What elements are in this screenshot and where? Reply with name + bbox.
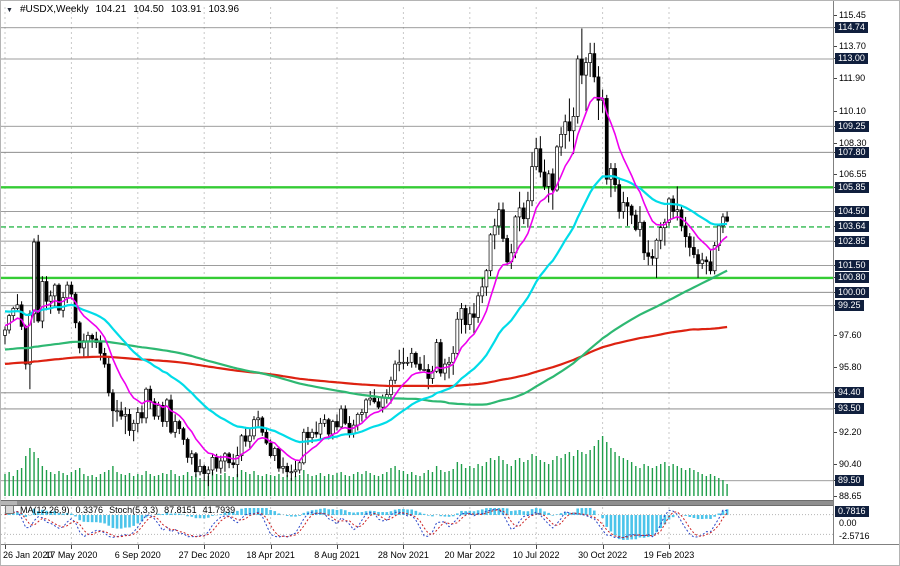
panel-splitter-grip[interactable] <box>1 501 17 505</box>
time-axis-tick <box>536 545 538 549</box>
price-axis[interactable]: 115.45 114.74 113.70 113.00 111.90 110.10 109.… <box>833 1 899 544</box>
time-axis-tick <box>204 545 206 549</box>
price-axis-label: 100.80 <box>835 272 869 283</box>
time-axis-label: 27 Dec 2020 <box>178 550 230 560</box>
time-axis[interactable]: 26 Jan 2020 17 May 2020 6 Sep 2020 27 Dec 2… <box>1 544 899 565</box>
price-axis-label: 97.60 <box>839 330 862 340</box>
price-axis-tick <box>834 174 837 176</box>
price-axis-tick <box>834 142 837 144</box>
price-axis-tick <box>834 14 837 16</box>
price-axis-tick <box>834 110 837 112</box>
price-axis-label: 107.80 <box>835 147 869 158</box>
time-axis-tick <box>403 545 405 549</box>
price-axis-tick <box>834 367 837 369</box>
time-axis-tick <box>137 545 139 549</box>
quote-low-value: 103.91 <box>170 4 202 15</box>
time-axis-tick <box>669 545 670 549</box>
panel-splitter[interactable] <box>1 500 899 506</box>
price-axis-label: 104.50 <box>835 206 869 217</box>
price-axis-label: 108.30 <box>839 138 867 148</box>
time-axis-label: 8 Aug 2021 <box>314 550 360 560</box>
symbol-timeframe-label: #USDX,Weekly <box>19 4 89 15</box>
time-axis-tick <box>602 545 604 549</box>
price-axis-label: 106.55 <box>839 169 867 179</box>
chart-quote-line: ▼ #USDX,Weekly 104.21 104.50 103.91 103.96 <box>6 4 246 15</box>
time-axis-tick <box>469 545 471 549</box>
price-axis-label: 113.00 <box>835 53 868 64</box>
price-axis-label: 92.20 <box>839 427 862 437</box>
price-axis-tick <box>834 334 837 336</box>
stoch-signal-value: 41.7939 <box>202 505 236 515</box>
price-axis-label: 110.10 <box>839 106 866 116</box>
price-axis-label: 113.70 <box>839 41 866 51</box>
stoch-main-value: 87.8151 <box>164 505 197 515</box>
quote-close-value: 103.96 <box>208 4 240 15</box>
price-axis-label: 102.85 <box>835 236 869 247</box>
time-axis-label: 26 Jan 2020 <box>3 550 53 560</box>
time-axis-label: 17 May 2020 <box>45 550 98 560</box>
price-axis-label: 100.00 <box>835 287 869 298</box>
price-axis-label: 101.50 <box>835 260 869 271</box>
price-axis-tick <box>834 431 837 433</box>
symbol-marker-icon: ▼ <box>6 7 13 14</box>
time-axis-tick <box>337 545 338 549</box>
osma-indicator-value: 0.3376 <box>75 505 104 515</box>
price-axis-label: 90.40 <box>839 459 862 469</box>
price-axis-label: 89.50 <box>835 475 864 486</box>
time-axis-label: 10 Jul 2022 <box>512 550 560 560</box>
stoch-indicator-name: Stoch(5,3,3) <box>109 505 159 515</box>
indicator-axis-label: -2.5716 <box>839 531 870 541</box>
chart-canvas[interactable] <box>1 1 833 544</box>
price-axis-label: 114.74 <box>835 22 868 33</box>
price-axis-label: 111.90 <box>839 73 866 83</box>
price-axis-label: 103.64 <box>835 221 869 232</box>
price-axis-label: 99.25 <box>835 300 864 311</box>
time-axis-label: 28 Nov 2021 <box>377 550 429 560</box>
indicator-axis-label: 0.00 <box>839 518 857 528</box>
price-axis-label: 95.80 <box>839 362 862 372</box>
quote-open-value: 104.21 <box>95 4 127 15</box>
indicator-legend-icon <box>5 505 14 514</box>
indicator-axis-label: 0.7816 <box>835 506 869 517</box>
price-axis-label: 105.85 <box>835 182 869 193</box>
time-axis-tick <box>5 545 6 549</box>
price-axis-tick <box>834 45 837 47</box>
price-axis-tick <box>834 495 837 497</box>
time-axis-label: 6 Sep 2020 <box>114 550 161 560</box>
osma-indicator-name: MA(12,26,9) <box>20 505 70 515</box>
price-axis-tick <box>834 464 837 466</box>
price-axis-label: 88.65 <box>839 491 862 501</box>
indicator-label-row: MA(12,26,9) 0.3376 Stoch(5,3,3) 87.8151 41.7… <box>5 505 241 515</box>
quote-high-value: 104.50 <box>133 4 164 15</box>
time-axis-label: 19 Feb 2023 <box>643 550 695 560</box>
time-axis-label: 20 Mar 2022 <box>444 550 496 560</box>
price-axis-label: 109.25 <box>835 121 869 132</box>
time-axis-label: 18 Apr 2021 <box>246 550 295 560</box>
time-axis-label: 30 Oct 2022 <box>578 550 628 560</box>
price-axis-label: 94.40 <box>835 387 864 398</box>
time-axis-tick <box>270 545 272 549</box>
time-axis-tick <box>71 545 73 549</box>
price-axis-tick <box>834 78 837 80</box>
price-axis-label: 115.45 <box>839 10 866 20</box>
price-axis-label: 93.50 <box>835 403 864 414</box>
